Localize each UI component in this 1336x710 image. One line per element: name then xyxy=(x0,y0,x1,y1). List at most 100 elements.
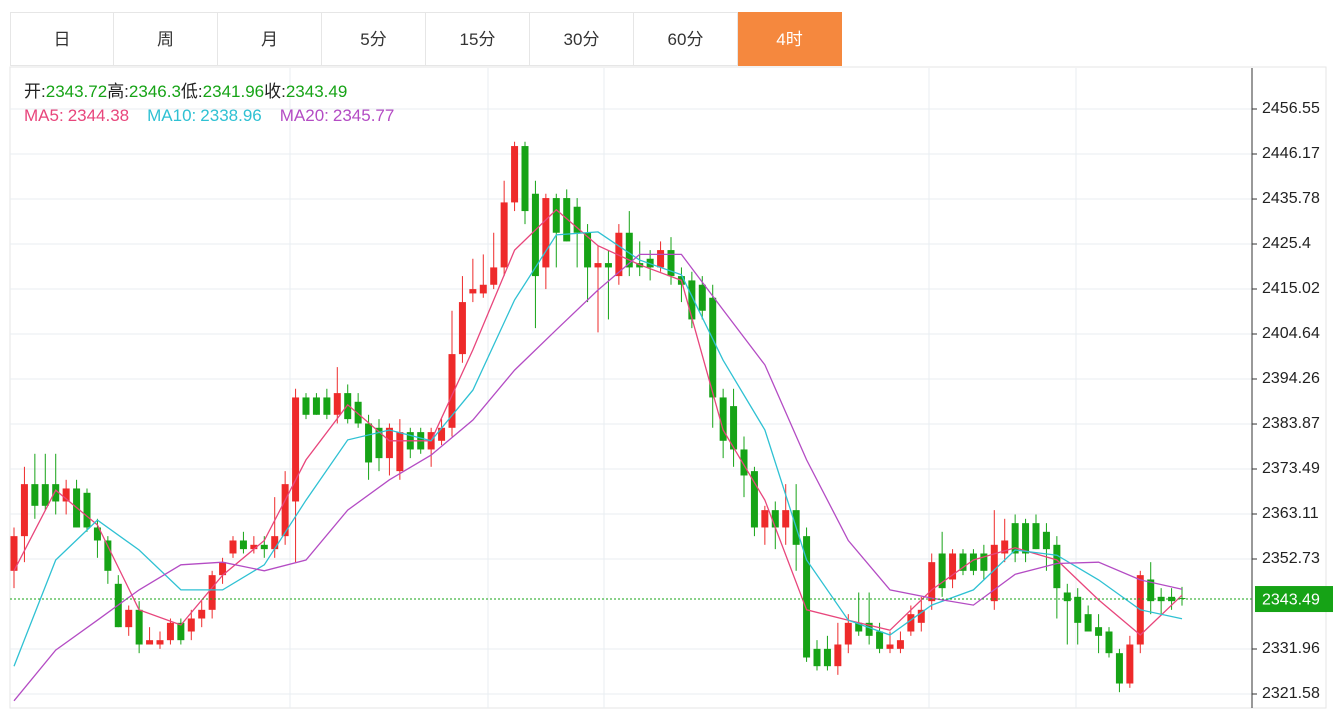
candle-body xyxy=(1032,523,1040,550)
candle-body xyxy=(93,527,101,541)
candle-body xyxy=(782,510,790,528)
period-tab[interactable]: 月 xyxy=(218,12,322,66)
candle-body xyxy=(260,544,268,550)
candle-body xyxy=(625,232,633,268)
candle-body xyxy=(500,202,508,268)
candle-body xyxy=(458,302,466,355)
candle-body xyxy=(917,609,925,623)
candle-body xyxy=(730,406,738,450)
candle-body xyxy=(333,393,341,415)
period-tab[interactable]: 5分 xyxy=(322,12,426,66)
candle-body xyxy=(479,284,487,294)
legend-value: 2338.96 xyxy=(200,106,262,125)
candle-body xyxy=(855,622,863,632)
candle-body xyxy=(1157,596,1165,602)
period-tab[interactable]: 日 xyxy=(10,12,114,66)
candle-body xyxy=(542,198,550,268)
candle-body xyxy=(1095,627,1103,636)
candle-body xyxy=(803,536,811,658)
candle-body xyxy=(907,614,915,632)
y-tick-label: 2331.96 xyxy=(1262,640,1320,657)
candle-body xyxy=(959,553,967,571)
period-tab[interactable]: 4时 xyxy=(738,12,842,66)
current-price-label: 2343.49 xyxy=(1262,591,1320,608)
candle-body xyxy=(928,562,936,602)
candle-body xyxy=(563,198,571,242)
candle-body xyxy=(52,484,60,502)
candle-body xyxy=(709,297,717,398)
candle-body xyxy=(20,484,28,537)
candle-body xyxy=(1115,653,1123,684)
candle-body xyxy=(438,427,446,441)
period-tab[interactable]: 60分 xyxy=(634,12,738,66)
ohlc-label: 低: xyxy=(180,82,203,101)
candle-body xyxy=(490,267,498,285)
candle-body xyxy=(531,193,539,277)
candle-body xyxy=(990,544,998,602)
y-tick-label: 2435.78 xyxy=(1262,190,1320,207)
candle-body xyxy=(448,354,456,428)
candle-body xyxy=(198,609,206,619)
candle-body xyxy=(594,263,602,268)
candle-body xyxy=(1126,644,1134,684)
candle-body xyxy=(62,488,70,502)
y-tick-label: 2321.58 xyxy=(1262,685,1320,702)
ohlc-value: 2343.49 xyxy=(285,82,348,101)
candle-body xyxy=(312,397,320,415)
candle-body xyxy=(552,198,560,233)
legend-value: 2345.77 xyxy=(332,106,395,125)
candle-body xyxy=(688,280,696,320)
candle-body xyxy=(876,631,884,649)
candle-body xyxy=(125,609,133,628)
candle-body xyxy=(396,432,404,472)
y-tick-label: 2363.11 xyxy=(1262,505,1319,522)
y-tick-label: 2394.26 xyxy=(1262,370,1320,387)
y-tick-label: 2415.02 xyxy=(1262,280,1320,297)
period-tab[interactable]: 15分 xyxy=(426,12,530,66)
candle-body xyxy=(271,536,279,550)
candle-body xyxy=(938,553,946,589)
candle-body xyxy=(281,484,289,537)
candle-body xyxy=(250,544,258,550)
candle-body xyxy=(813,648,821,667)
ohlc-value: 2343.72 xyxy=(45,82,108,101)
candle-body xyxy=(323,397,331,415)
period-tabs: 日周月 5分 15分 30分 60分 4时 xyxy=(10,12,842,66)
candle-body xyxy=(166,622,174,641)
legend-value: 2344.38 xyxy=(67,106,130,125)
candle-body xyxy=(844,622,852,645)
y-tick-label: 2425.4 xyxy=(1262,235,1311,252)
ma-line xyxy=(13,253,1183,702)
candle-body xyxy=(646,258,654,268)
candle-body xyxy=(135,609,143,645)
candle-body xyxy=(365,423,373,463)
ohlc-label: 开: xyxy=(24,82,46,101)
candle-body xyxy=(657,250,665,268)
candle-body xyxy=(521,146,529,212)
candle-body xyxy=(969,553,977,571)
candle-body xyxy=(375,427,383,459)
candle-body xyxy=(584,232,592,268)
candle-body xyxy=(949,553,957,580)
candle-body xyxy=(385,427,393,459)
candle-body xyxy=(344,393,352,420)
candle-body xyxy=(1147,579,1155,602)
candle-body xyxy=(187,618,195,632)
ohlc-value: 2346.3 xyxy=(128,82,181,101)
candle-body xyxy=(1063,592,1071,602)
period-tab[interactable]: 周 xyxy=(114,12,218,66)
candle-body xyxy=(1084,614,1092,632)
ma-legend: MA5: 2344.38 MA10: 2338.96 MA20: 2345.77 xyxy=(24,104,412,128)
ma-line xyxy=(13,208,1183,636)
candle-body xyxy=(573,206,581,233)
candle-body xyxy=(750,471,758,528)
current-price-box xyxy=(1255,586,1333,613)
y-tick-label: 2446.17 xyxy=(1262,145,1320,162)
period-tab[interactable]: 30分 xyxy=(530,12,634,66)
candle-body xyxy=(1053,544,1061,589)
legend-label: MA10: xyxy=(147,106,197,125)
candle-body xyxy=(886,644,894,649)
candle-body xyxy=(469,289,477,294)
